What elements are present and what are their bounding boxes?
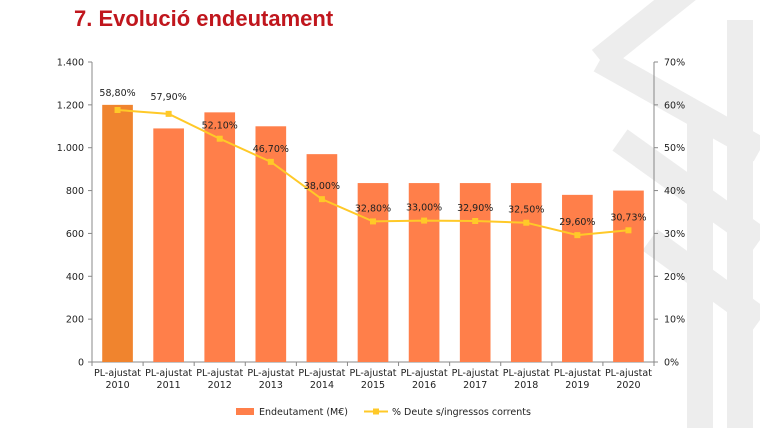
y-left-tick-label: 400	[66, 272, 84, 283]
percent-data-label: 32,50%	[508, 205, 544, 216]
bar-2019	[562, 194, 593, 362]
chart-legend: Endeutament (M€) % Deute s/ingressos corr…	[236, 407, 531, 418]
x-tick-label: PL-ajustat 2012	[196, 368, 243, 391]
y-right-tick-label: 40%	[664, 186, 685, 197]
percent-data-label: 30,73%	[610, 212, 646, 223]
bar-2016	[408, 183, 440, 362]
x-tick-label: PL-ajustat 2020	[605, 368, 652, 391]
percent-data-label: 38,00%	[304, 181, 340, 192]
legend-swatch-bar	[236, 408, 254, 415]
y-left-tick-label: 0	[78, 358, 84, 369]
legend-label-line: % Deute s/ingressos corrents	[392, 407, 531, 418]
bar-2018	[510, 183, 542, 362]
bar-2012	[204, 112, 236, 362]
percent-point-2017	[472, 218, 479, 224]
percent-point-2010	[114, 107, 121, 113]
x-tick-label: PL-ajustat 2011	[145, 368, 192, 391]
percent-point-2018	[523, 219, 530, 226]
y-right-tick-label: 70%	[664, 58, 685, 69]
percent-data-label: 32,80%	[355, 203, 391, 214]
bar-2011	[153, 128, 184, 362]
legend-swatch-marker	[373, 408, 379, 415]
bar-2015	[357, 183, 389, 362]
y-right-tick-label: 10%	[664, 315, 685, 326]
y-right-tick-label: 20%	[664, 272, 685, 283]
y-left-tick-label: 200	[66, 315, 84, 326]
data-labels: 58,80% 57,90% 52,10% 46,70% 38,00% 32,80% 33,0…	[99, 88, 646, 228]
x-tick-label: PL-ajustat 2014	[298, 368, 345, 391]
percent-point-2020	[625, 227, 632, 234]
y-right-tick-label: 0%	[664, 358, 679, 369]
percent-data-label: 32,90%	[457, 203, 493, 214]
y-left-tick-label: 800	[66, 186, 84, 197]
percent-point-2013	[267, 158, 274, 165]
bar-2013	[255, 126, 287, 363]
y-left-tick-label: 1.000	[57, 143, 84, 154]
percent-data-label: 58,80%	[99, 88, 135, 99]
legend-label-bar: Endeutament (M€)	[259, 407, 348, 418]
percent-data-label: 46,70%	[253, 144, 289, 155]
x-tick-label: PL-ajustat 2017	[452, 368, 499, 391]
x-tick-label: PL-ajustat 2013	[247, 368, 294, 391]
percent-data-label: 29,60%	[559, 217, 595, 228]
percent-point-2019	[574, 232, 581, 239]
line-series-percent-debt	[114, 107, 632, 239]
x-tick-label: PL-ajustat 2010	[94, 368, 141, 391]
percent-point-2015	[370, 218, 376, 225]
bar-2017	[459, 183, 491, 362]
percent-data-label: 52,10%	[202, 121, 238, 132]
slide-title: 7. Evolució endeutament	[74, 6, 334, 31]
percent-data-label: 33,00%	[406, 203, 442, 214]
x-tick-label: PL-ajustat 2018	[503, 368, 550, 391]
x-tick-label: PL-ajustat 2016	[401, 368, 448, 391]
y-left-tick-label: 1.200	[57, 100, 84, 111]
bar-2010	[102, 104, 133, 362]
x-tick-label: PL-ajustat 2019	[554, 368, 601, 391]
y-left-tick-label: 1.400	[57, 58, 84, 69]
x-tick-label: PL-ajustat 2015	[350, 368, 397, 391]
percent-data-label: 57,90%	[151, 92, 187, 103]
y-right-tick-label: 60%	[664, 100, 685, 111]
y-right-tick-label: 50%	[664, 143, 685, 154]
y-left-tick-label: 600	[66, 229, 84, 240]
percent-point-2016	[421, 217, 428, 224]
bar-2020	[613, 190, 644, 362]
percent-point-2011	[165, 110, 172, 117]
bar-2014	[306, 154, 338, 362]
y-right-tick-label: 30%	[664, 229, 685, 240]
bar-series-endeutament	[102, 104, 644, 363]
percent-point-2012	[216, 135, 223, 142]
percent-point-2014	[318, 196, 325, 203]
